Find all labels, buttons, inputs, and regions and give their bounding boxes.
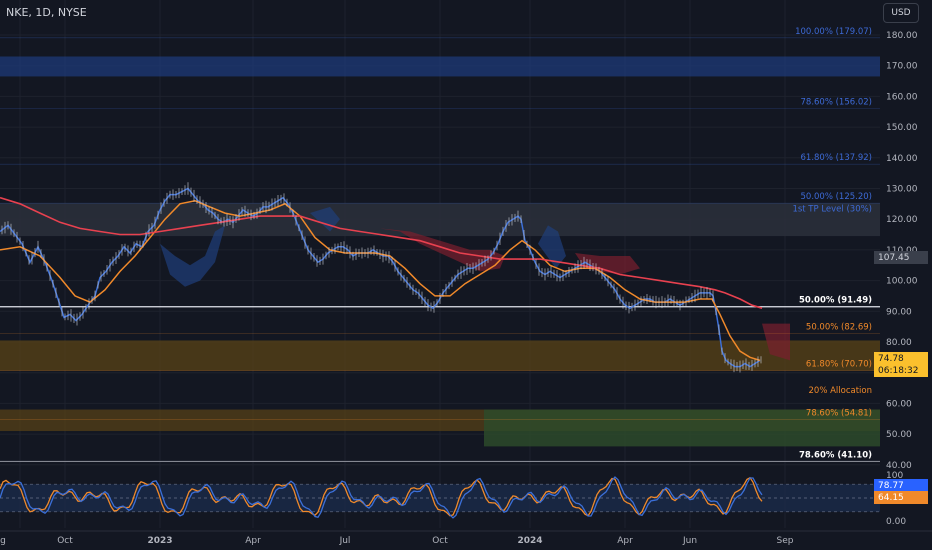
x-tick-label: Jun xyxy=(682,536,697,546)
y-tick-label: 110.00 xyxy=(886,246,918,256)
fib-label: 1st TP Level (30%) xyxy=(792,204,872,214)
y-tick-label: 180.00 xyxy=(886,31,918,41)
oscillator-d-line xyxy=(0,476,763,517)
ma-slow-line xyxy=(0,196,763,309)
x-tick-label: 2023 xyxy=(147,536,172,546)
cloud-red xyxy=(380,228,505,272)
y-tick-label: 80.00 xyxy=(886,338,912,348)
last-price-tag: 74.78 xyxy=(874,352,928,365)
currency-button[interactable]: USD xyxy=(883,3,919,23)
y-tick-label: 170.00 xyxy=(886,62,918,72)
price-tag-107: 107.45 xyxy=(874,251,928,264)
x-tick-label: Apr xyxy=(245,536,261,546)
cloud-red xyxy=(762,323,790,361)
candles xyxy=(1,182,762,373)
fib-label: 78.60% (54.81) xyxy=(806,408,872,418)
y-tick-label: 120.00 xyxy=(886,215,918,225)
y-tick-label: 40.00 xyxy=(886,461,912,471)
x-tick-label: 2024 xyxy=(517,536,542,546)
cloud-blue xyxy=(160,225,225,287)
price-axis[interactable]: 180.00 170.00 160.00 150.00 140.00 130.00 120.… xyxy=(880,0,932,550)
oscillator-k-line xyxy=(0,476,763,519)
fib-label: 20% Allocation xyxy=(809,386,873,396)
fib-label: 78.60% (41.10) xyxy=(799,450,872,460)
fib-label: 50.00% (82.69) xyxy=(806,323,872,333)
y-tick-label: 140.00 xyxy=(886,154,918,164)
price-line xyxy=(0,187,761,368)
x-tick-label: Sep xyxy=(777,536,794,546)
ema-fast-line xyxy=(0,200,761,362)
y-tick-label: 60.00 xyxy=(886,399,912,409)
tp-zone xyxy=(0,203,880,237)
price-axis-bg xyxy=(880,0,932,550)
osc-tick-label: 100 xyxy=(886,471,903,481)
x-tick-label: Oct xyxy=(432,536,448,546)
y-tick-label: 50.00 xyxy=(886,430,912,440)
fib-zone-top xyxy=(0,56,880,77)
x-tick-label: Jul xyxy=(339,536,351,546)
cloud-blue xyxy=(538,225,566,269)
osc-tick-label: 0.00 xyxy=(886,517,906,527)
y-tick-label: 160.00 xyxy=(886,92,918,102)
y-tick-label: 100.00 xyxy=(886,277,918,287)
symbol-title: NKE, 1D, NYSE xyxy=(6,6,87,19)
fib-label: 61.80% (70.70) xyxy=(806,360,872,370)
fib-label: 78.60% (156.02) xyxy=(801,98,873,108)
y-tick-label: 90.00 xyxy=(886,307,912,317)
y-tick-label: 150.00 xyxy=(886,123,918,133)
oscillator-panel xyxy=(0,460,932,519)
fib-labels: 100.00% (179.07) 78.60% (156.02) 61.80% (1… xyxy=(792,27,872,461)
fib-label: 100.00% (179.07) xyxy=(795,27,872,37)
x-tick-label: Aug xyxy=(0,536,6,546)
fib-zone-green xyxy=(484,409,880,447)
grid-lines xyxy=(0,0,880,528)
price-series xyxy=(0,187,763,368)
fib-label: 61.80% (137.92) xyxy=(801,153,873,163)
oscillator-d-tag: 64.15 xyxy=(874,491,928,504)
cloud-red xyxy=(575,252,640,275)
oscillator-k-tag: 78.77 xyxy=(874,479,928,492)
countdown-tag: 06:18:32 xyxy=(874,364,928,377)
fib-label: 50.00% (91.49) xyxy=(799,296,872,306)
x-tick-label: Oct xyxy=(57,536,73,546)
time-axis[interactable]: Aug Oct 2023 Apr Jul Oct 2024 Apr Jun Sep xyxy=(0,530,932,546)
x-tick-label: Apr xyxy=(617,536,633,546)
fib-label: 50.00% (125.20) xyxy=(801,192,873,202)
y-tick-label: 130.00 xyxy=(886,185,918,195)
